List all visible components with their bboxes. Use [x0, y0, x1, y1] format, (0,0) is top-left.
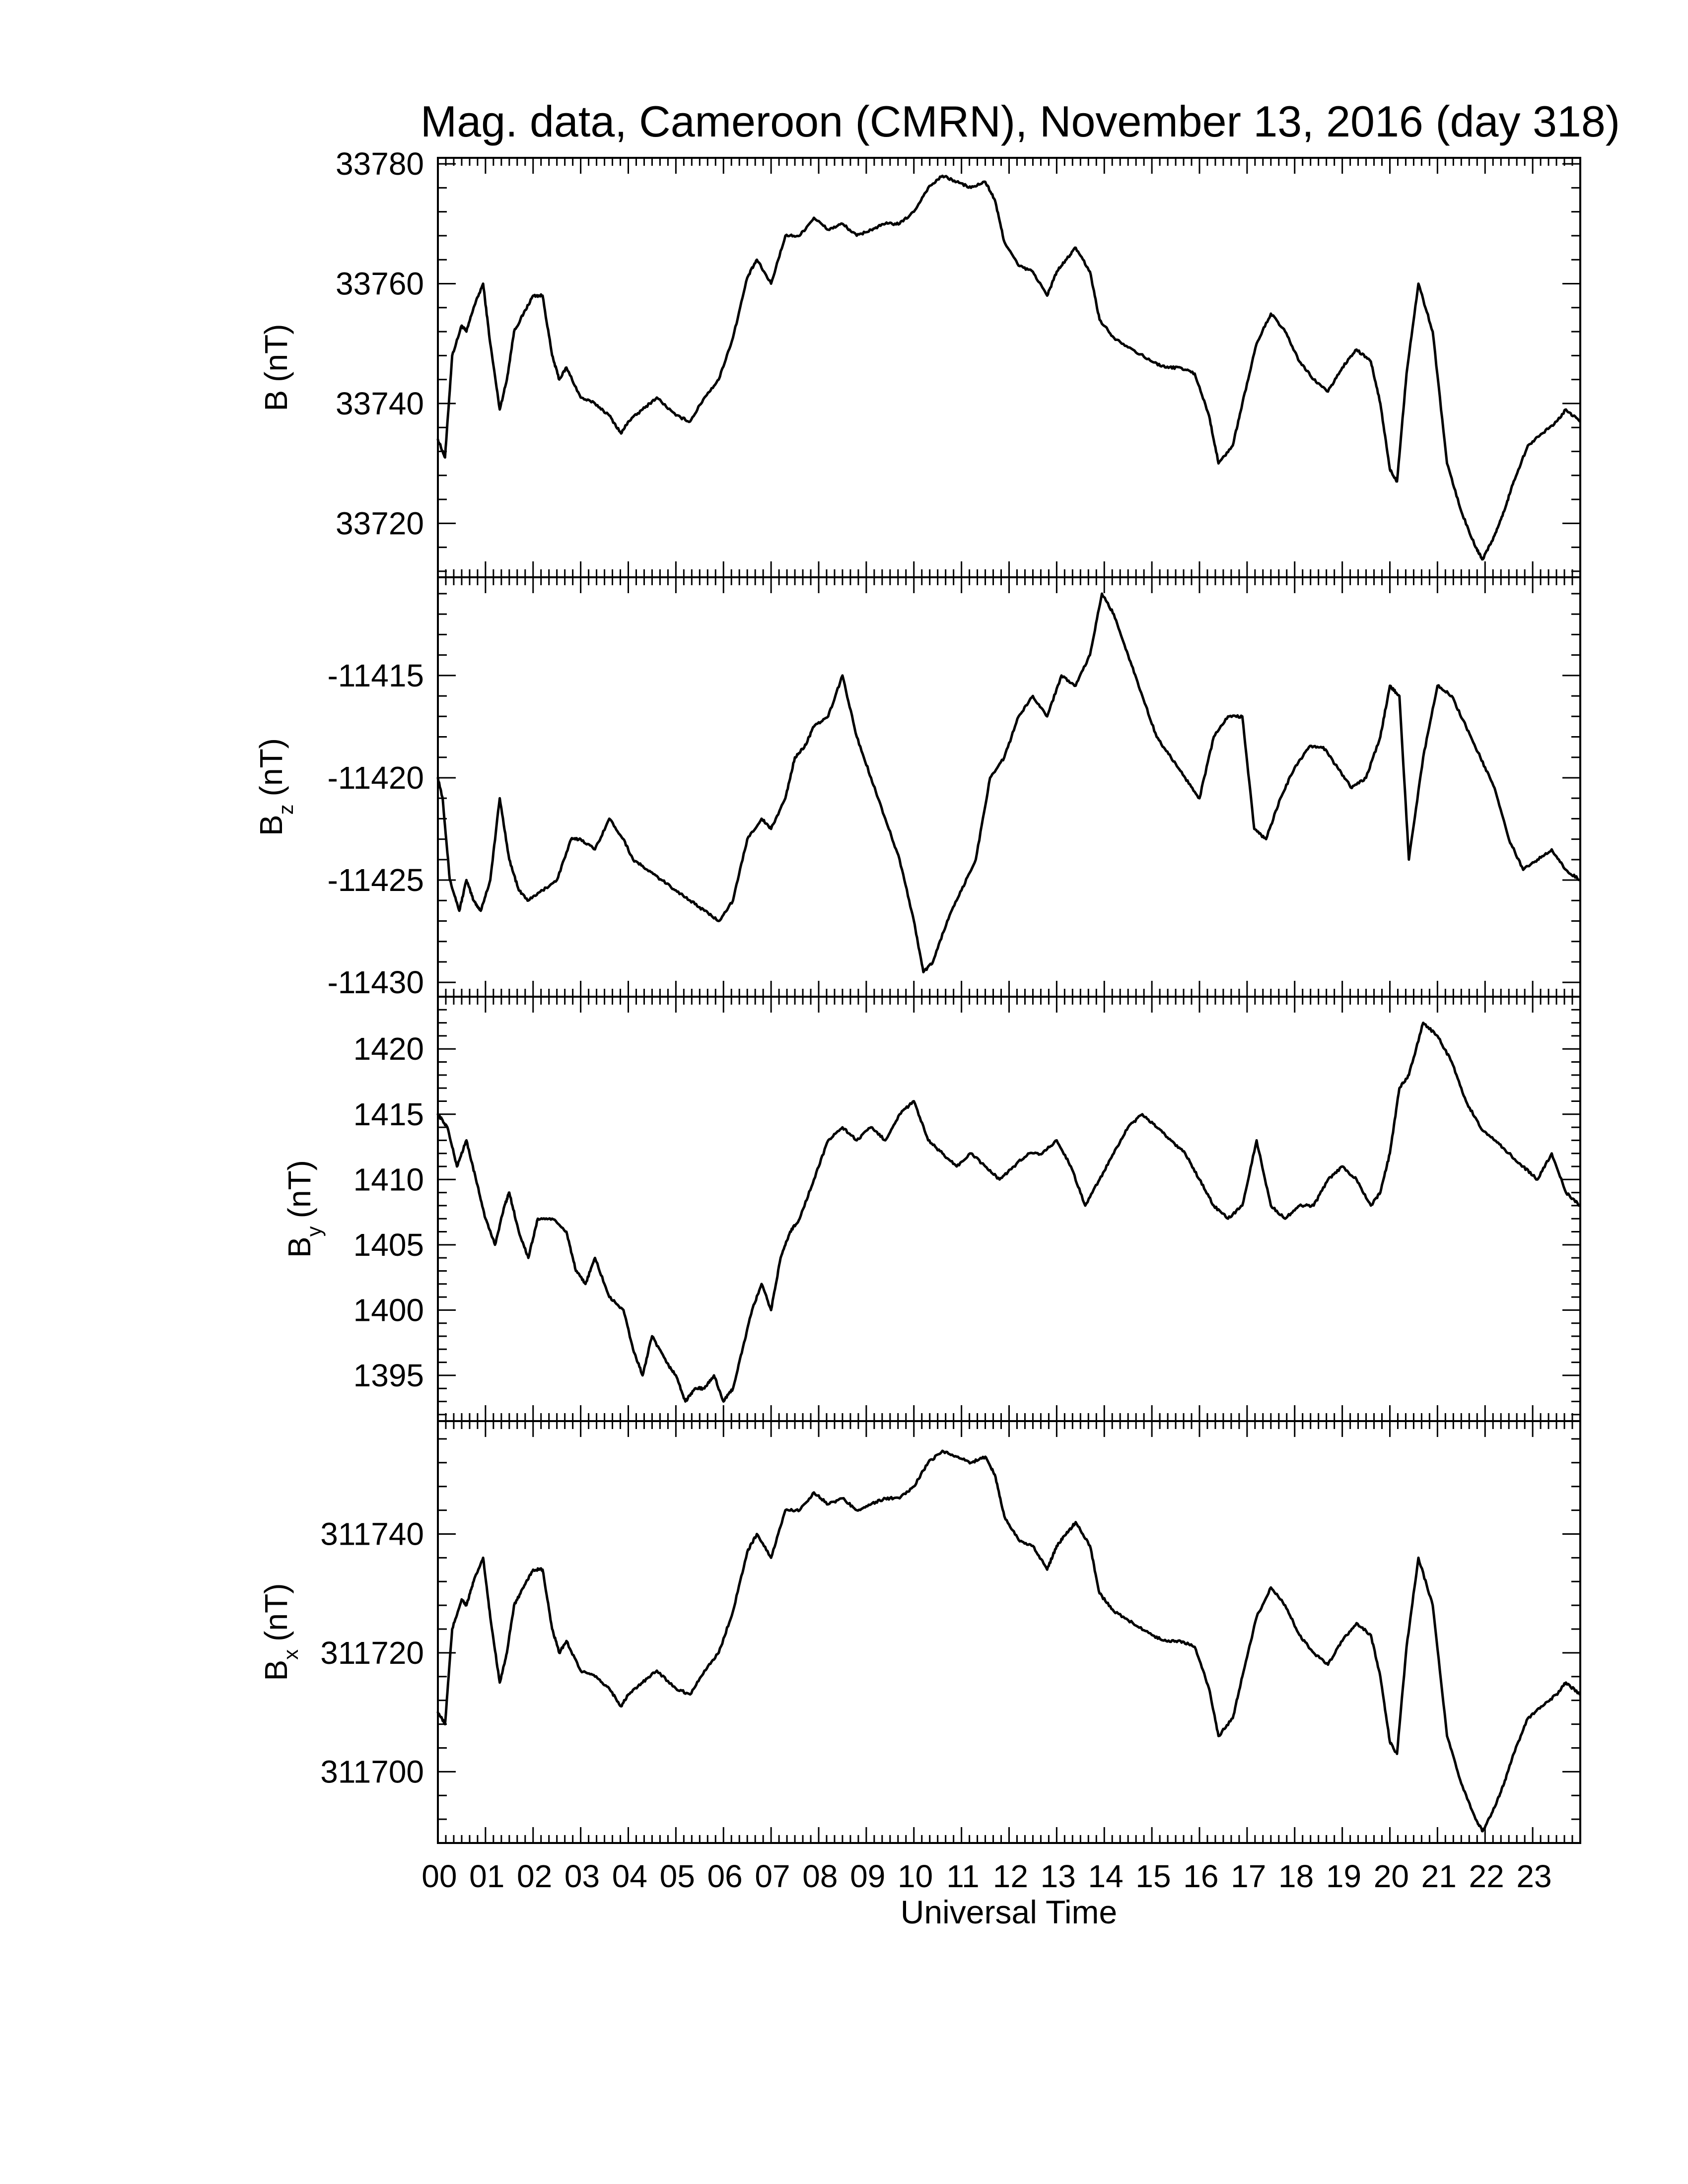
panel-2: 1395 1400 1405 1410 1415 1420 By (nT)	[281, 996, 1581, 1422]
x-tick-label: 13	[1041, 1858, 1076, 1894]
panel-0: 33720 33740 33760 33780 B (nT)	[258, 146, 1581, 578]
y-tick-label: -11430	[327, 964, 424, 1000]
panel-frame	[437, 157, 1581, 578]
y-axis-label: Bx (nT)	[258, 1583, 302, 1681]
y-tick-label: 1405	[353, 1227, 424, 1263]
panels: 33720337403376033780B(nT)-11430-11425-11…	[253, 146, 1581, 1844]
y-axis-label-main: B	[253, 815, 289, 836]
y-axis-label: Bz (nT)	[253, 738, 297, 836]
x-tick-label: 00	[422, 1858, 457, 1894]
x-tick-label: 16	[1183, 1858, 1218, 1894]
x-tick-label: 09	[850, 1858, 885, 1894]
y-axis-label: By (nT)	[281, 1160, 326, 1258]
series-line-panel-1	[436, 592, 1581, 973]
y-tick-label: 33720	[336, 505, 424, 541]
chart-title: Mag. data, Cameroon (CMRN), November 13,…	[421, 97, 1620, 146]
series-line-panel-3	[436, 1449, 1581, 1833]
x-tick-label: 08	[802, 1858, 838, 1894]
y-axis-label-unit: (nT)	[253, 738, 289, 796]
y-tick-label: 1395	[353, 1358, 424, 1393]
x-tick-label: 02	[517, 1858, 552, 1894]
panel-1: -11430 -11425 -11420 -11415 Bz (nT)	[253, 576, 1581, 1000]
y-axis-label-subscript: y	[302, 1226, 326, 1236]
y-axis-label-subscript: z	[274, 804, 297, 815]
x-tick-label: 17	[1231, 1858, 1266, 1894]
y-tick-label: 33740	[336, 386, 424, 421]
series-line-panel-0	[436, 174, 1581, 561]
x-tick-label: 05	[660, 1858, 695, 1894]
y-tick-label: 311700	[320, 1754, 424, 1789]
y-tick-label: 311720	[320, 1635, 424, 1671]
panel-frame	[437, 576, 1581, 998]
y-axis-label-subscript: x	[279, 1649, 302, 1660]
x-tick-label: 10	[898, 1858, 933, 1894]
y-axis-label-unit: (nT)	[258, 1583, 294, 1641]
y-tick-label: 1410	[353, 1161, 424, 1197]
y-tick-label: 1420	[353, 1031, 424, 1067]
x-tick-label: 06	[707, 1858, 743, 1894]
panel-frame	[437, 996, 1581, 1422]
panel-3: 311700 311720 311740 Bx (nT)	[258, 1420, 1581, 1844]
x-tick-label: 19	[1326, 1858, 1361, 1894]
x-tick-label: 18	[1278, 1858, 1314, 1894]
y-tick-label: 311740	[320, 1516, 424, 1552]
y-tick-label: 33760	[336, 266, 424, 302]
x-tick-label: 22	[1469, 1858, 1504, 1894]
x-tick-label: 14	[1088, 1858, 1124, 1894]
x-tick-label: 21	[1421, 1858, 1457, 1894]
series-line-panel-2	[436, 1022, 1581, 1403]
y-axis-label-main: B	[258, 1660, 294, 1681]
y-tick-label: -11415	[327, 658, 424, 693]
y-axis-label-unit: (nT)	[258, 324, 294, 382]
x-tick-label: 04	[612, 1858, 647, 1894]
y-axis-label-unit: (nT)	[281, 1160, 317, 1218]
x-tick-label: 12	[993, 1858, 1028, 1894]
x-tick-label: 11	[946, 1858, 979, 1894]
x-axis-label: Universal Time	[901, 1894, 1117, 1930]
x-tick-label: 03	[564, 1858, 600, 1894]
y-tick-label: 1400	[353, 1292, 424, 1328]
y-tick-label: -11420	[327, 760, 424, 796]
y-tick-label: 33780	[336, 146, 424, 182]
x-tick-label: 20	[1374, 1858, 1409, 1894]
y-axis-label-main: B	[258, 390, 294, 411]
x-axis: 00 01 02 03 04 05 06 07 08 09 10 11 12 13 14 15 16 17 18 19…	[422, 1858, 1551, 1894]
x-tick-label: 07	[755, 1858, 790, 1894]
y-axis-label: B (nT)	[258, 324, 294, 411]
x-tick-label: 01	[469, 1858, 504, 1894]
y-tick-label: 1415	[353, 1096, 424, 1132]
y-axis-label-main: B	[281, 1236, 317, 1258]
y-tick-label: -11425	[327, 862, 424, 898]
x-tick-label: 23	[1516, 1858, 1551, 1894]
x-tick-label: 15	[1135, 1858, 1171, 1894]
